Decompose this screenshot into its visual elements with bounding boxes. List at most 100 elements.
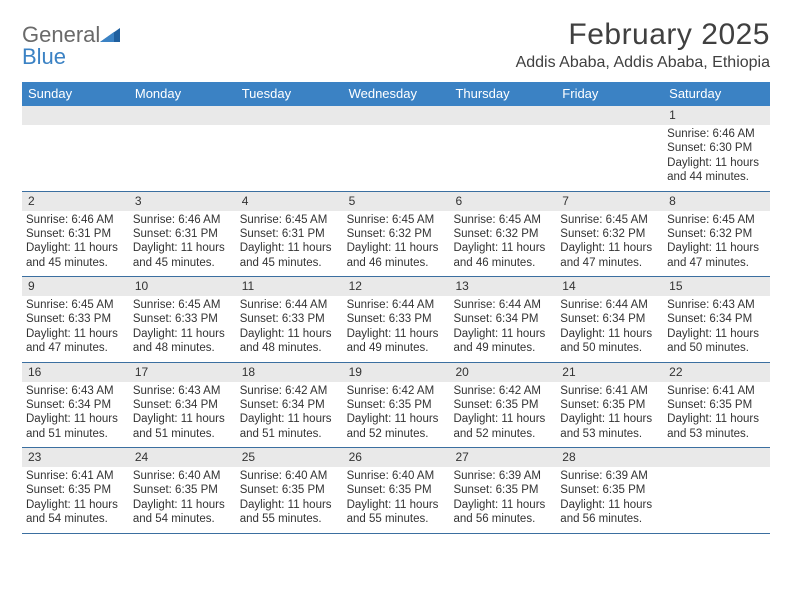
calendar-cell [663,448,770,533]
daylight-text: Daylight: 11 hours and 46 minutes. [453,241,552,270]
day-number: 5 [343,192,450,211]
daylight-text: Daylight: 11 hours and 45 minutes. [240,241,339,270]
day-number: 16 [22,363,129,382]
brand-triangle-icon [100,24,120,46]
sunrise-text: Sunrise: 6:43 AM [667,298,766,312]
daylight-text: Daylight: 11 hours and 51 minutes. [240,412,339,441]
day-number: 27 [449,448,556,467]
sunrise-text: Sunrise: 6:40 AM [347,469,446,483]
sunset-text: Sunset: 6:35 PM [667,398,766,412]
sunset-text: Sunset: 6:32 PM [560,227,659,241]
weekday-label: Saturday [663,82,770,106]
sunrise-text: Sunrise: 6:42 AM [240,384,339,398]
weekday-label: Friday [556,82,663,106]
day-number: 21 [556,363,663,382]
calendar-cell: 2Sunrise: 6:46 AMSunset: 6:31 PMDaylight… [22,192,129,277]
calendar-cell [556,106,663,191]
brand-logo: General Blue [22,18,120,68]
sunset-text: Sunset: 6:32 PM [347,227,446,241]
sunset-text: Sunset: 6:34 PM [560,312,659,326]
calendar-cell [449,106,556,191]
sunrise-text: Sunrise: 6:46 AM [133,213,232,227]
day-number [236,106,343,125]
day-number: 2 [22,192,129,211]
calendar-cell [343,106,450,191]
calendar-week: 23Sunrise: 6:41 AMSunset: 6:35 PMDayligh… [22,448,770,534]
calendar-cell: 21Sunrise: 6:41 AMSunset: 6:35 PMDayligh… [556,363,663,448]
daylight-text: Daylight: 11 hours and 50 minutes. [560,327,659,356]
day-number [663,448,770,467]
calendar-cell: 15Sunrise: 6:43 AMSunset: 6:34 PMDayligh… [663,277,770,362]
sunset-text: Sunset: 6:30 PM [667,141,766,155]
sunset-text: Sunset: 6:34 PM [240,398,339,412]
daylight-text: Daylight: 11 hours and 51 minutes. [133,412,232,441]
sunrise-text: Sunrise: 6:42 AM [453,384,552,398]
sunrise-text: Sunrise: 6:41 AM [560,384,659,398]
calendar-cell: 14Sunrise: 6:44 AMSunset: 6:34 PMDayligh… [556,277,663,362]
sunset-text: Sunset: 6:31 PM [133,227,232,241]
sunset-text: Sunset: 6:35 PM [560,398,659,412]
day-number: 28 [556,448,663,467]
calendar-cell: 24Sunrise: 6:40 AMSunset: 6:35 PMDayligh… [129,448,236,533]
sunset-text: Sunset: 6:35 PM [26,483,125,497]
weekday-label: Tuesday [236,82,343,106]
day-number: 8 [663,192,770,211]
calendar-cell: 12Sunrise: 6:44 AMSunset: 6:33 PMDayligh… [343,277,450,362]
day-number [129,106,236,125]
sunrise-text: Sunrise: 6:44 AM [347,298,446,312]
sunrise-text: Sunrise: 6:45 AM [26,298,125,312]
daylight-text: Daylight: 11 hours and 55 minutes. [240,498,339,527]
sunset-text: Sunset: 6:34 PM [453,312,552,326]
day-number: 22 [663,363,770,382]
sunrise-text: Sunrise: 6:45 AM [347,213,446,227]
calendar-cell: 7Sunrise: 6:45 AMSunset: 6:32 PMDaylight… [556,192,663,277]
sunset-text: Sunset: 6:35 PM [240,483,339,497]
day-number [22,106,129,125]
calendar-cell: 28Sunrise: 6:39 AMSunset: 6:35 PMDayligh… [556,448,663,533]
sunset-text: Sunset: 6:35 PM [453,483,552,497]
day-number: 18 [236,363,343,382]
sunset-text: Sunset: 6:31 PM [240,227,339,241]
sunrise-text: Sunrise: 6:45 AM [560,213,659,227]
calendar-cell: 27Sunrise: 6:39 AMSunset: 6:35 PMDayligh… [449,448,556,533]
weekday-header: SundayMondayTuesdayWednesdayThursdayFrid… [22,82,770,106]
calendar-cell [22,106,129,191]
brand-name-2: Blue [22,46,120,68]
daylight-text: Daylight: 11 hours and 56 minutes. [560,498,659,527]
daylight-text: Daylight: 11 hours and 45 minutes. [133,241,232,270]
daylight-text: Daylight: 11 hours and 53 minutes. [667,412,766,441]
calendar-cell: 4Sunrise: 6:45 AMSunset: 6:31 PMDaylight… [236,192,343,277]
sunset-text: Sunset: 6:34 PM [133,398,232,412]
daylight-text: Daylight: 11 hours and 46 minutes. [347,241,446,270]
sunrise-text: Sunrise: 6:46 AM [667,127,766,141]
calendar-cell: 8Sunrise: 6:45 AMSunset: 6:32 PMDaylight… [663,192,770,277]
calendar-cell [129,106,236,191]
day-number: 19 [343,363,450,382]
weekday-label: Sunday [22,82,129,106]
calendar: SundayMondayTuesdayWednesdayThursdayFrid… [22,82,770,534]
daylight-text: Daylight: 11 hours and 51 minutes. [26,412,125,441]
calendar-cell: 23Sunrise: 6:41 AMSunset: 6:35 PMDayligh… [22,448,129,533]
day-number [343,106,450,125]
daylight-text: Daylight: 11 hours and 48 minutes. [240,327,339,356]
day-number: 14 [556,277,663,296]
day-number: 12 [343,277,450,296]
daylight-text: Daylight: 11 hours and 54 minutes. [26,498,125,527]
day-number [556,106,663,125]
location-text: Addis Ababa, Addis Ababa, Ethiopia [516,54,770,72]
calendar-cell: 20Sunrise: 6:42 AMSunset: 6:35 PMDayligh… [449,363,556,448]
day-number: 11 [236,277,343,296]
calendar-week: 2Sunrise: 6:46 AMSunset: 6:31 PMDaylight… [22,192,770,278]
calendar-cell: 19Sunrise: 6:42 AMSunset: 6:35 PMDayligh… [343,363,450,448]
calendar-cell: 18 Sunrise: 6:42 AMSunset: 6:34 PMDayligh… [236,363,343,448]
sunset-text: Sunset: 6:32 PM [667,227,766,241]
calendar-week: 9Sunrise: 6:45 AMSunset: 6:33 PMDaylight… [22,277,770,363]
sunrise-text: Sunrise: 6:39 AM [560,469,659,483]
day-number [449,106,556,125]
day-number: 25 [236,448,343,467]
day-number: 7 [556,192,663,211]
sunrise-text: Sunrise: 6:43 AM [26,384,125,398]
calendar-cell: 13Sunrise: 6:44 AMSunset: 6:34 PMDayligh… [449,277,556,362]
weekday-label: Thursday [449,82,556,106]
day-number: 6 [449,192,556,211]
